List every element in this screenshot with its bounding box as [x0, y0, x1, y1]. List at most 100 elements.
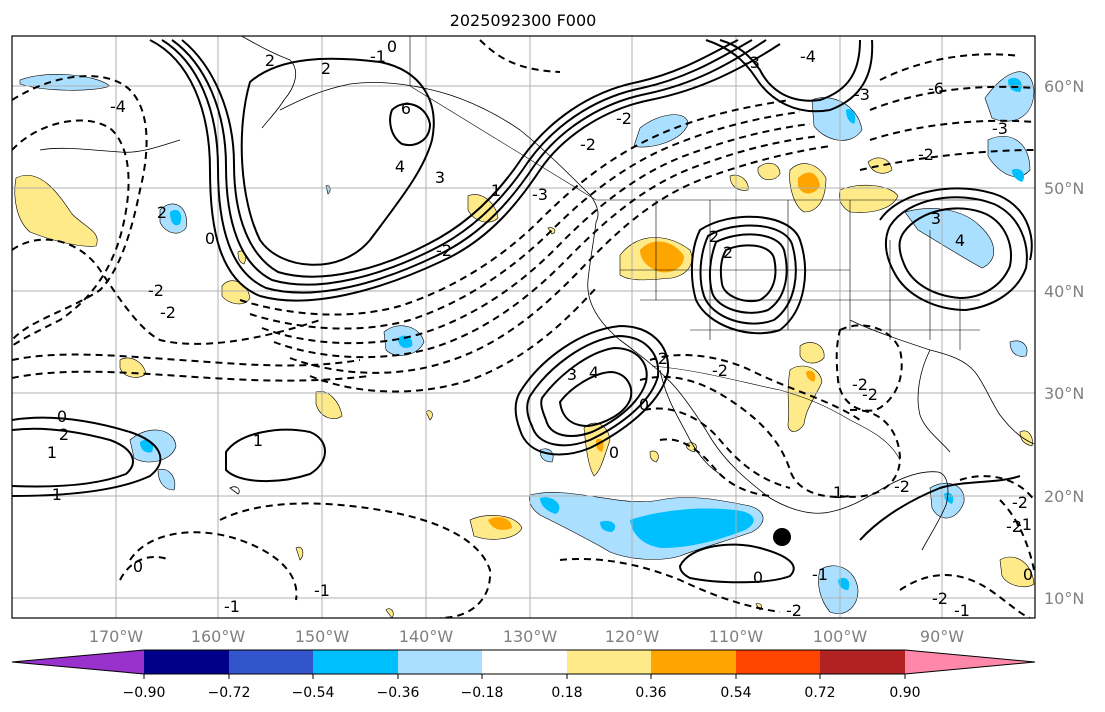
lat-label: 20°N — [1044, 487, 1084, 506]
contour-label: -4 — [800, 47, 816, 66]
contour-labels: 2 2 -1 0 6 4 3 -4 2 0 -3 -2 -2 -2 -2 -2 … — [46, 37, 1033, 620]
map-title: 2025092300 F000 — [450, 11, 597, 30]
lon-label: 140°W — [399, 627, 454, 646]
contour-label: 0 — [57, 407, 67, 426]
lon-label: 110°W — [709, 627, 764, 646]
contour-label: 2 — [157, 203, 167, 222]
contour-label: 0 — [133, 557, 143, 576]
contour-label: -2 — [652, 349, 668, 368]
contour-label: 0 — [1023, 565, 1033, 584]
colorbar-segment — [482, 650, 567, 674]
contour-label: 1 — [491, 181, 501, 200]
contour-label: -2 — [616, 109, 632, 128]
map-frame — [11, 35, 1036, 619]
contour-label: 4 — [955, 231, 965, 250]
contour-label: -2 — [894, 477, 910, 496]
contour-label: 1 — [47, 443, 57, 462]
coastlines — [39, 36, 1035, 551]
colorbar-segment — [820, 650, 905, 674]
colorbar-segment — [567, 650, 651, 674]
contour-label: 1 — [833, 483, 843, 502]
contour-label: -2 — [918, 145, 934, 164]
contour-label: 0 — [205, 229, 215, 248]
contour-label: 3 — [435, 168, 445, 187]
lon-label: 160°W — [191, 627, 246, 646]
contour-label: 2 — [709, 227, 719, 246]
dashed-contours — [12, 39, 1035, 618]
lat-label: 10°N — [1044, 589, 1084, 608]
lon-label: 150°W — [295, 627, 350, 646]
contour-label: 2 — [265, 51, 275, 70]
contour-label: 3 — [567, 365, 577, 384]
contour-label: -2 — [1006, 517, 1022, 536]
colorbar-tick-label: 0.72 — [804, 685, 835, 701]
contour-label: -3 — [744, 53, 760, 72]
contour-label: -2 — [712, 361, 728, 380]
colorbar-segment — [12, 650, 144, 674]
contour-label: -1 — [370, 47, 386, 66]
contour-label: -1 — [954, 601, 970, 620]
contour-label: -3 — [854, 85, 870, 104]
colorbar-tick-label: −0.36 — [377, 685, 420, 701]
lon-label: 100°W — [813, 627, 868, 646]
colorbar-segment — [736, 650, 820, 674]
colorbar-tick-label: 0.90 — [889, 685, 920, 701]
contour-label: 0 — [753, 568, 763, 587]
colorbar-tick-label: 0.54 — [720, 685, 751, 701]
contour-label: 0 — [609, 443, 619, 462]
gridlines — [12, 36, 1035, 618]
contour-label: 4 — [395, 157, 405, 176]
lat-label: 40°N — [1044, 282, 1084, 301]
storm-center-dot — [773, 528, 791, 546]
contour-label: 6 — [401, 99, 411, 118]
contour-label: -1 — [224, 597, 240, 616]
colorbar-segment — [313, 650, 398, 674]
contour-label: -3 — [992, 119, 1008, 138]
contour-label: 0 — [387, 37, 397, 56]
lat-label: 30°N — [1044, 384, 1084, 403]
contour-label: -1 — [812, 565, 828, 584]
contour-label: -2 — [932, 589, 948, 608]
contour-label: 2 — [723, 243, 733, 262]
lon-label: 90°W — [920, 627, 964, 646]
contour-label: -4 — [110, 97, 126, 116]
colorbar-tick-label: −0.90 — [123, 685, 166, 701]
latitude-labels: 60°N 50°N 40°N 30°N 20°N 10°N — [1044, 77, 1084, 608]
lat-label: 60°N — [1044, 77, 1084, 96]
colorbar-tick-label: 0.18 — [551, 685, 582, 701]
contour-label: -2 — [1012, 493, 1028, 512]
contour-label: 3 — [931, 209, 941, 228]
contour-label: 4 — [589, 363, 599, 382]
contour-label: -2 — [160, 303, 176, 322]
contour-label: -2 — [148, 281, 164, 300]
contour-label: 1 — [253, 431, 263, 450]
contour-label: -1 — [1016, 515, 1032, 534]
negative-shading-strong — [140, 77, 1025, 590]
contour-label: -1 — [46, 485, 62, 504]
contour-label: -2 — [862, 385, 878, 404]
contour-label: -2 — [580, 135, 596, 154]
colorbar-segment — [398, 650, 482, 674]
lon-label: 170°W — [89, 627, 144, 646]
colorbar: −0.90 −0.72 −0.54 −0.36 −0.18 0.18 0.36 … — [11, 649, 1036, 701]
contour-label: -2 — [852, 375, 868, 394]
colorbar-tick-label: −0.54 — [292, 685, 335, 701]
colorbar-segment — [651, 650, 736, 674]
contour-label: 0 — [639, 395, 649, 414]
colorbar-tick-label: −0.18 — [461, 685, 504, 701]
contour-label: 2 — [321, 59, 331, 78]
lon-label: 120°W — [605, 627, 660, 646]
colorbar-segment — [905, 650, 1035, 674]
solid-contours — [12, 39, 1033, 584]
contour-label: -3 — [532, 185, 548, 204]
colorbar-tick-label: −0.72 — [208, 685, 251, 701]
lat-label: 50°N — [1044, 179, 1084, 198]
contour-label: 2 — [59, 425, 69, 444]
lon-label: 130°W — [503, 627, 558, 646]
longitude-labels: 170°W 160°W 150°W 140°W 130°W 120°W 110°… — [89, 627, 964, 646]
contour-label: -1 — [314, 581, 330, 600]
contour-label: -6 — [928, 79, 944, 98]
colorbar-segment — [229, 650, 313, 674]
